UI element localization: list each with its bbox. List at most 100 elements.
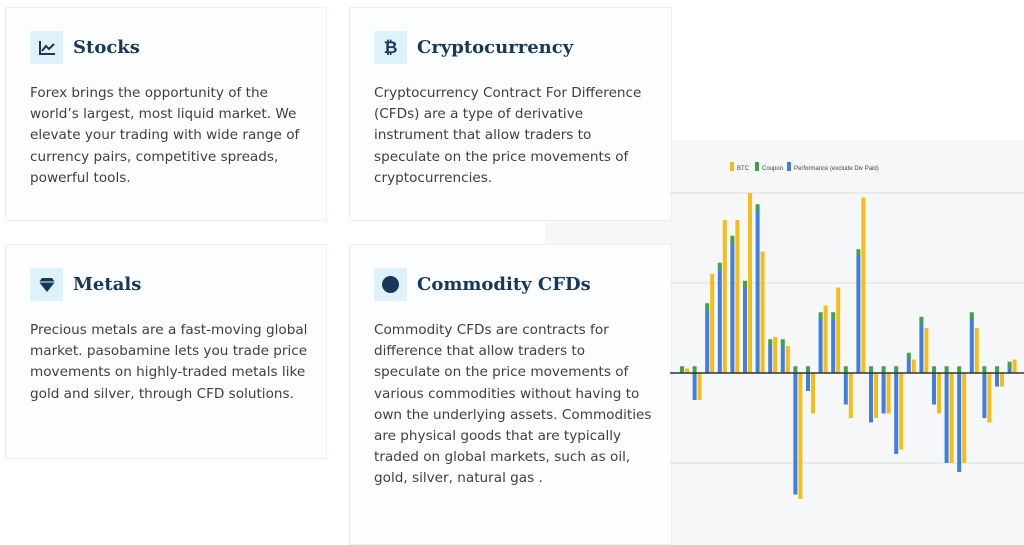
btc-bar — [697, 373, 702, 400]
legend-label: Coupon — [762, 166, 783, 172]
btc-bar — [1000, 373, 1004, 387]
coupon-bar — [932, 366, 936, 373]
coupon-bar — [894, 366, 899, 373]
btc-bar — [773, 337, 778, 373]
card-title: Cryptocurrency — [417, 37, 574, 58]
coupon-bar — [692, 366, 697, 373]
card-title: Metals — [73, 274, 142, 295]
coupon-bar — [843, 366, 848, 373]
performance-bar — [780, 346, 785, 373]
btc-bar — [848, 373, 853, 418]
btc-bar — [911, 359, 916, 373]
card-commodity-cfds[interactable]: Commodity CFDs Commodity CFDs are contra… — [349, 244, 672, 545]
btc-bar — [710, 274, 715, 373]
performance-bar — [768, 346, 773, 373]
performance-bar — [856, 256, 861, 373]
btc-bar — [886, 373, 891, 414]
btc-bar — [924, 328, 929, 373]
coupon-bar — [793, 366, 798, 373]
card-stocks[interactable]: Stocks Forex brings the opportunity of t… — [5, 7, 327, 221]
btc-bar — [861, 197, 866, 373]
btc-bar — [760, 251, 765, 373]
performance-bar — [944, 373, 949, 463]
performance-bar — [818, 319, 823, 373]
legend-swatch — [787, 162, 791, 171]
performance-bar — [906, 359, 911, 373]
legend-swatch — [730, 162, 734, 171]
coupon-bar — [806, 366, 810, 373]
performance-bar — [894, 373, 899, 454]
line-chart-icon — [30, 31, 63, 64]
performance-bar — [932, 373, 936, 405]
coupon-bar — [982, 366, 987, 373]
btc-bar — [974, 328, 979, 373]
btc-bar — [811, 373, 815, 414]
btc-bar — [798, 373, 803, 499]
bitcoin-icon: ₿ — [374, 31, 407, 64]
coupon-bar — [969, 312, 974, 319]
coupon-bar — [755, 204, 760, 211]
performance-bar — [831, 319, 836, 373]
performance-bar — [869, 373, 873, 423]
coupon-bar — [919, 316, 924, 324]
btc-bar — [1012, 359, 1017, 373]
diamond-icon — [30, 268, 63, 301]
btc-bar — [748, 193, 752, 373]
performance-bar-chart: BTC Coupon Performance (exclude Div Paid) — [670, 162, 1024, 499]
performance-bar — [881, 373, 886, 414]
performance-bar — [982, 373, 987, 418]
coupon-bar — [1007, 361, 1012, 369]
coupon-bar — [856, 249, 861, 256]
btc-bar — [874, 373, 878, 418]
btc-bar — [722, 220, 727, 373]
performance-bar — [692, 373, 697, 400]
coupon-bar — [818, 312, 823, 319]
card-metals[interactable]: Metals Precious metals are a fast-moving… — [5, 244, 327, 459]
performance-bar — [730, 242, 735, 373]
coupon-bar — [906, 352, 911, 360]
btc-bar — [962, 373, 967, 463]
performance-bar — [793, 373, 798, 495]
legend-swatch — [755, 162, 759, 171]
performance-bar — [919, 323, 924, 373]
card-body: Forex brings the opportunity of the worl… — [30, 85, 300, 186]
btc-bar — [987, 373, 992, 423]
btc-bar — [685, 368, 689, 373]
card-body: Commodity CFDs are contracts for differe… — [374, 322, 652, 487]
btc-bar — [836, 287, 841, 373]
btc-bar — [823, 305, 828, 373]
coupon-bar — [881, 366, 886, 373]
performance-bar — [957, 373, 962, 472]
performance-bar — [1007, 368, 1012, 373]
card-body: Cryptocurrency Contract For Difference (… — [374, 85, 642, 186]
coupon-bar — [995, 366, 999, 373]
coupon-bar — [869, 366, 873, 373]
btc-bar — [949, 373, 954, 463]
btc-bar — [899, 373, 904, 450]
btc-bar — [785, 346, 790, 373]
coupon-bar — [768, 339, 773, 346]
performance-bar — [705, 310, 710, 373]
performance-bar — [843, 373, 848, 405]
coupon-bar — [957, 366, 962, 373]
performance-bar — [806, 373, 810, 391]
btc-bar — [937, 373, 941, 414]
coupon-bar — [717, 262, 722, 270]
circle-icon — [374, 268, 407, 301]
legend-label: Performance (exclude Div Paid) — [794, 166, 879, 172]
card-title: Commodity CFDs — [417, 274, 591, 295]
performance-bar — [969, 319, 974, 373]
coupon-bar — [780, 339, 785, 346]
coupon-bar — [743, 280, 747, 288]
performance-bar — [717, 269, 722, 373]
coupon-bar — [831, 312, 836, 319]
coupon-bar — [730, 235, 735, 243]
coupon-bar — [705, 303, 710, 310]
coupon-bar — [944, 366, 949, 373]
card-cryptocurrency[interactable]: ₿ Cryptocurrency Cryptocurrency Contract… — [349, 7, 672, 221]
card-title: Stocks — [73, 37, 140, 58]
legend-label: BTC — [737, 166, 750, 172]
performance-bar — [995, 373, 999, 387]
coupon-bar — [680, 366, 684, 373]
performance-bar — [755, 211, 760, 373]
